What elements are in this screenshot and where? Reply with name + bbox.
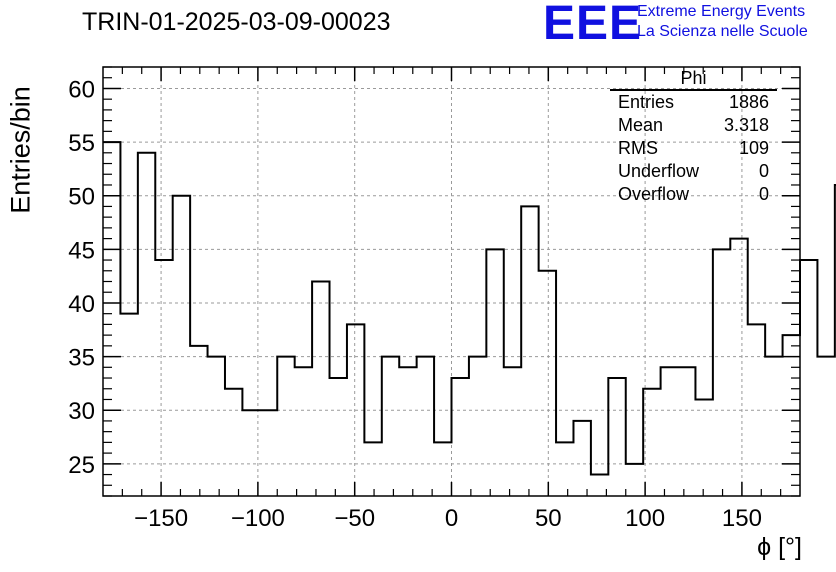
histogram-bin	[817, 357, 834, 496]
histogram-bin	[417, 357, 434, 496]
y-axis: 25 30 35 40 45 50 55 60	[68, 66, 800, 497]
histogram-bin	[120, 314, 137, 496]
chart-title: TRIN-01-2025-03-09-00023	[82, 8, 391, 36]
eee-logo: EEE	[543, 0, 643, 50]
stats-value: 0	[758, 184, 769, 204]
histogram-bin	[225, 389, 242, 496]
histogram-bin	[800, 260, 817, 496]
histogram-bin	[713, 249, 730, 496]
x-tick-label: 150	[722, 505, 762, 532]
logo-line-2: La Scienza nelle Scuole	[637, 23, 808, 40]
histogram-bin	[399, 367, 416, 496]
histogram-bin	[208, 357, 225, 496]
x-tick-label: 100	[625, 505, 665, 532]
histogram-bin	[173, 196, 190, 496]
histogram-bin	[643, 389, 660, 496]
histogram-bin	[608, 378, 625, 496]
histogram-bin	[730, 239, 747, 496]
histogram-bin	[783, 335, 800, 496]
stats-key: Entries	[618, 92, 675, 112]
histogram-bin	[138, 153, 155, 496]
stats-row-entries: Entries 1886	[610, 91, 777, 114]
histogram-bin	[573, 421, 590, 496]
x-tick-label: 50	[535, 505, 562, 532]
y-tick-label: 60	[68, 76, 95, 103]
stats-key: Underflow	[618, 161, 700, 181]
stats-key: Overflow	[618, 184, 690, 204]
logo-line-1: Extreme Energy Events	[637, 3, 806, 20]
x-tick-label: 0	[445, 505, 458, 532]
y-axis-label: Entries/bin	[6, 86, 36, 214]
histogram-bin	[678, 367, 695, 496]
histogram-bin	[469, 357, 486, 496]
histogram-bin	[277, 357, 294, 496]
histogram-bin	[295, 367, 312, 496]
histogram-bin	[190, 346, 207, 496]
stats-value: 1886	[728, 92, 769, 112]
histogram-bin	[330, 378, 347, 496]
x-axis-label: ϕ [°]	[757, 533, 802, 561]
histogram-bin	[364, 442, 381, 496]
histogram-bin	[260, 410, 277, 496]
stats-row-overflow: Overflow 0	[610, 183, 777, 206]
histogram-bin	[539, 271, 556, 496]
y-tick-label: 45	[68, 237, 95, 264]
x-axis: −150 −100 −50 0 50 100 150	[121, 67, 782, 532]
histogram-bin	[504, 367, 521, 496]
y-tick-label: 50	[68, 184, 95, 211]
histogram-bin	[486, 249, 503, 496]
y-tick-label: 35	[68, 345, 95, 372]
stats-title: Phi	[610, 68, 777, 91]
y-tick-label: 55	[68, 130, 95, 157]
stats-box: Phi Entries 1886 Mean 3.318 RMS 109 Underfl…	[610, 68, 777, 206]
histogram-bin	[661, 367, 678, 496]
histogram-bin	[748, 324, 765, 496]
x-tick-label: −100	[231, 505, 285, 532]
histogram-bin	[434, 442, 451, 496]
histogram-bin	[695, 399, 712, 496]
histogram-bin	[626, 464, 643, 496]
x-tick-label: −150	[134, 505, 188, 532]
histogram-bin	[556, 442, 573, 496]
histogram-bin	[452, 378, 469, 496]
stats-key: Mean	[618, 115, 664, 135]
y-tick-label: 25	[68, 452, 95, 479]
y-axis-label-text: Entries/bin	[5, 86, 36, 214]
stats-row-underflow: Underflow 0	[610, 160, 777, 183]
histogram-bin	[382, 357, 399, 496]
logo-caption: Extreme Energy Events La Scienza nelle S…	[637, 2, 808, 42]
y-tick-label: 40	[68, 291, 95, 318]
histogram-bin	[591, 475, 608, 496]
x-tick-label: −50	[334, 505, 375, 532]
histogram-bin	[765, 357, 782, 496]
y-tick-label: 30	[68, 398, 95, 425]
stats-value: 3.318	[723, 115, 769, 135]
histogram-bin	[521, 206, 538, 496]
stats-row-mean: Mean 3.318	[610, 114, 777, 137]
stats-key: RMS	[618, 138, 658, 158]
stats-row-rms: RMS 109	[610, 137, 777, 160]
histogram-bin	[155, 260, 172, 496]
stats-value: 109	[738, 138, 769, 158]
stats-value: 0	[758, 161, 769, 181]
